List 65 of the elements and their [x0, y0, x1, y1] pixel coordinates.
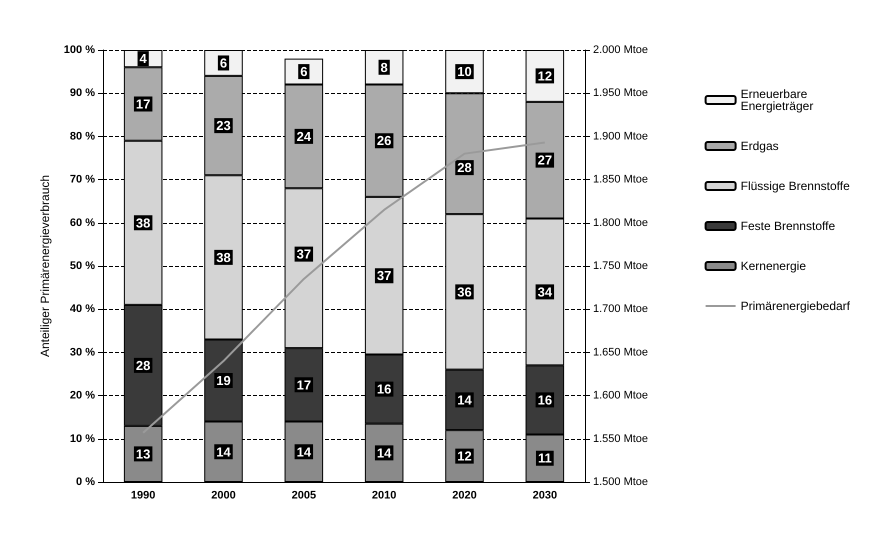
y2-tick-label: 1.950 Mtoe — [593, 87, 648, 100]
data-label: 12 — [538, 68, 552, 84]
data-label: 14 — [296, 444, 312, 460]
y-tick-label: 20 % — [70, 390, 96, 402]
y2-tick-label: 1.800 Mtoe — [593, 216, 648, 229]
y-tick-label: 30 % — [70, 346, 96, 358]
data-label: 24 — [296, 128, 312, 144]
data-label: 17 — [296, 377, 312, 392]
y2-tick-label: 1.500 Mtoe — [593, 476, 648, 488]
data-label: 37 — [296, 246, 312, 262]
data-label: 16 — [376, 382, 392, 397]
y-tick-label: 100 % — [64, 44, 96, 56]
y2-tick-label: 1.850 Mtoe — [593, 174, 648, 186]
data-label: 10 — [457, 64, 472, 80]
y2-tick-label: 1.600 Mtoe — [593, 390, 648, 402]
y2-tick-label: 1.700 Mtoe — [593, 303, 648, 316]
legend-label: Erneuerbare Energieträger — [740, 87, 814, 113]
data-label: 11 — [538, 450, 552, 466]
data-label: 14 — [376, 445, 392, 460]
data-label: 8 — [380, 60, 388, 75]
y-axis-title: Anteiliger Primärenergieverbrauch — [38, 174, 52, 358]
data-label: 27 — [538, 152, 552, 168]
legend-label: Kernenergie — [740, 259, 806, 273]
data-label: 14 — [457, 392, 472, 408]
data-label: 36 — [457, 284, 472, 300]
y-tick-label: 80 % — [70, 130, 96, 142]
x-tick-label: 2010 — [372, 490, 396, 502]
data-label: 38 — [216, 250, 231, 265]
data-label: 6 — [300, 64, 308, 80]
y2-tick-label: 2.000 Mtoe — [593, 44, 648, 56]
y-tick-label: 50 % — [70, 260, 96, 272]
legend-label: Primärenergiebedarf — [740, 299, 851, 313]
y2-tick-label: 1.750 Mtoe — [593, 260, 648, 272]
data-label: 17 — [136, 96, 150, 112]
x-tick-label: 1990 — [130, 490, 156, 502]
data-label: 37 — [376, 268, 392, 284]
y2-tick-label: 1.650 Mtoe — [593, 346, 648, 358]
y-tick-label: 70 % — [70, 174, 96, 186]
data-label: 38 — [136, 215, 150, 230]
legend-label: Flüssige Brennstoffe — [740, 179, 850, 193]
legend-label: Erdgas — [740, 139, 779, 153]
y-tick-label: 10 % — [70, 432, 96, 445]
data-label: 28 — [457, 160, 472, 176]
y2-tick-label: 1.550 Mtoe — [593, 432, 648, 445]
x-tick-label: 2030 — [532, 490, 558, 502]
y-tick-label: 90 % — [70, 87, 96, 100]
y-tick-label: 40 % — [70, 303, 96, 316]
data-label: 13 — [136, 446, 150, 462]
data-label: 26 — [376, 133, 392, 148]
data-label: 14 — [216, 444, 232, 460]
legend-label: Feste Brennstoffe — [740, 219, 836, 233]
data-label: 23 — [216, 118, 231, 134]
y2-tick-label: 1.900 Mtoe — [593, 130, 648, 142]
data-label: 28 — [136, 358, 150, 373]
x-tick-label: 2020 — [452, 490, 477, 502]
x-tick-label: 2000 — [211, 490, 236, 502]
data-label: 4 — [140, 51, 148, 66]
data-label: 6 — [220, 55, 228, 70]
y-tick-label: 60 % — [70, 216, 96, 229]
x-tick-label: 2005 — [292, 490, 316, 502]
data-label: 16 — [538, 392, 552, 408]
data-label: 12 — [457, 448, 472, 464]
y-tick-label: 0 % — [76, 476, 96, 488]
data-label: 34 — [538, 284, 553, 300]
data-label: 19 — [216, 372, 231, 388]
